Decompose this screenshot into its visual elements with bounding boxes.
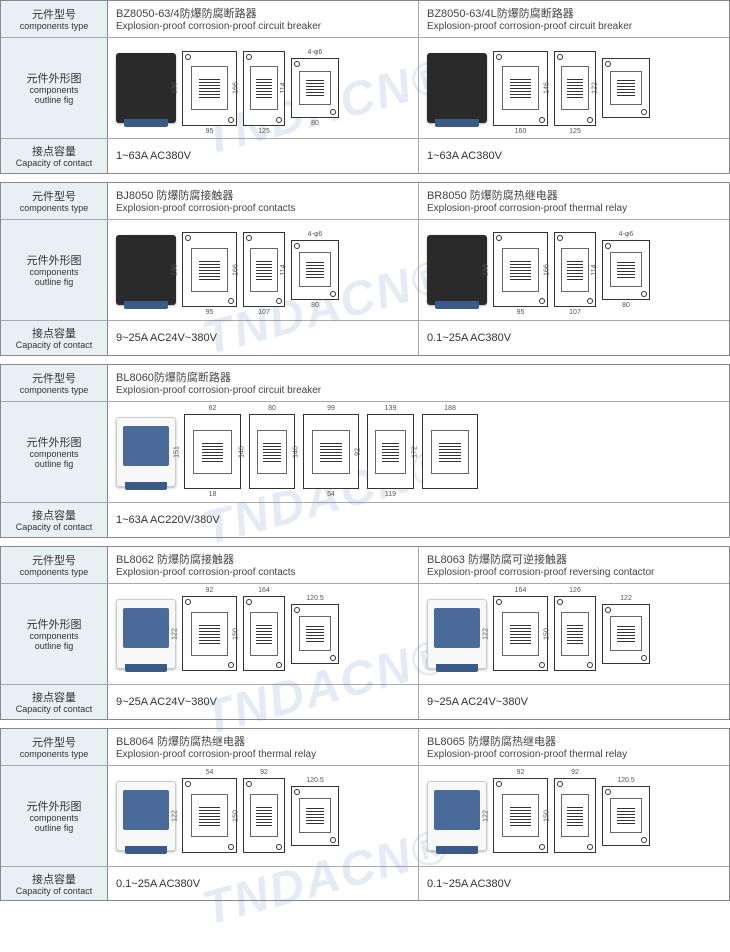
tech-drawing: 139 119 92 [367,414,414,489]
model-text: BR8050 防爆防腐热继电器 [427,187,721,203]
model-text: BL8065 防爆防腐热继电器 [427,733,721,749]
capacity-text: 0.1~25A AC380V [419,867,729,901]
capacity-text: 1~63A AC380V [108,139,419,173]
tech-drawing: 120.5 [602,786,650,846]
model-text: BZ8050-63/4L防爆防腐断路器 [427,5,721,21]
desc-text: Explosion-proof corrosion-proof circuit … [427,21,721,32]
tech-drawing: 150 92 [554,778,596,853]
row-label: 接点容量 Capacity of contact [1,867,108,901]
tech-drawing: 95 138 [182,232,237,307]
capacity-text: 9~25A AC24V~380V [419,685,729,719]
tech-drawing: 122 92 [182,596,237,671]
model-text: BL8062 防爆防腐接触器 [116,551,410,567]
row-label: 元件型号 components type [1,183,108,219]
product-photo [116,53,176,123]
component-block: 元件型号 components type BJ8050 防爆防腐接触器Explo… [0,182,730,356]
product-photo [116,599,176,669]
tech-drawing: 122 92 [493,778,548,853]
desc-text: Explosion-proof corrosion-proof thermal … [116,749,410,760]
tech-drawing: 122 164 [493,596,548,671]
tech-drawing: 80 114 4-φ6 [602,240,650,300]
tech-drawing: 160 [493,51,548,126]
row-label: 元件外形图 componentsoutline fig [1,584,108,684]
row-label: 元件型号 components type [1,547,108,583]
capacity-text: 1~63A AC380V [419,139,729,173]
model-text: BJ8050 防爆防腐接触器 [116,187,410,203]
capacity-text: 9~25A AC24V~380V [108,321,419,355]
tech-drawing: 120.5 [291,604,339,664]
tech-drawing: 150 164 [243,596,285,671]
tech-drawing: 150 126 [554,596,596,671]
product-photo [116,235,176,305]
model-text: BL8060防爆防腐断路器 [116,369,721,385]
tech-drawing: 95 138 [493,232,548,307]
capacity-text: 0.1~25A AC380V [108,867,419,901]
product-photo [116,417,176,487]
capacity-text: 9~25A AC24V~380V [108,685,419,719]
tech-drawing: 150 92 [243,778,285,853]
tech-drawing: 188 172 [422,414,478,489]
tech-drawing: 62 18 151 [184,414,241,489]
row-label: 元件外形图 componentsoutline fig [1,38,108,138]
product-photo [427,235,487,305]
tech-drawing: 125 146 [554,51,596,126]
row-label: 元件外形图 componentsoutline fig [1,220,108,320]
product-photo [116,781,176,851]
tech-drawing: 80 146 [249,414,295,489]
tech-drawing: 80 114 4-φ6 [291,240,339,300]
desc-text: Explosion-proof corrosion-proof contacts [116,203,410,214]
model-text: BL8064 防爆防腐热继电器 [116,733,410,749]
component-block: 元件型号 components type BL8064 防爆防腐热继电器Expl… [0,728,730,902]
tech-drawing: 99 54 146 [303,414,359,489]
capacity-text: 0.1~25A AC380V [419,321,729,355]
tech-drawing: 107 166 [554,232,596,307]
desc-text: Explosion-proof corrosion-proof circuit … [116,385,721,396]
row-label: 元件型号 components type [1,1,108,37]
component-block: 元件型号 components type BL8060防爆防腐断路器 Explo… [0,364,730,538]
tech-drawing: 122 [602,604,650,664]
tech-drawing: 95 138 [182,51,237,126]
product-photo [427,599,487,669]
row-label: 元件外形图 componentsoutline fig [1,766,108,866]
product-photo [427,53,487,123]
desc-text: Explosion-proof corrosion-proof circuit … [116,21,410,32]
desc-text: Explosion-proof corrosion-proof contacts [116,567,410,578]
component-block: 元件型号 components type BL8062 防爆防腐接触器Explo… [0,546,730,720]
tech-drawing: 125 166 [243,51,285,126]
row-label: 接点容量 Capacity of contact [1,503,108,537]
tech-drawing: 107 166 [243,232,285,307]
tech-drawing: 120.5 [291,786,339,846]
tech-drawing: 122 [602,58,650,118]
model-text: BZ8050-63/4防爆防腐断路器 [116,5,410,21]
desc-text: Explosion-proof corrosion-proof thermal … [427,203,721,214]
tech-drawing: 122 54 [182,778,237,853]
component-block: 元件型号 components type BZ8050-63/4防爆防腐断路器E… [0,0,730,174]
capacity-text: 1~63A AC220V/380V [108,503,729,537]
row-label: 元件外形图 componentsoutline fig [1,402,108,502]
row-label: 接点容量 Capacity of contact [1,139,108,173]
desc-text: Explosion-proof corrosion-proof thermal … [427,749,721,760]
row-label: 接点容量 Capacity of contact [1,321,108,355]
row-label: 接点容量 Capacity of contact [1,685,108,719]
tech-drawing: 80 114 4-φ6 [291,58,339,118]
row-label: 元件型号 components type [1,365,108,401]
model-text: BL8063 防爆防腐可逆接触器 [427,551,721,567]
product-photo [427,781,487,851]
desc-text: Explosion-proof corrosion-proof reversin… [427,567,721,578]
row-label: 元件型号 components type [1,729,108,765]
